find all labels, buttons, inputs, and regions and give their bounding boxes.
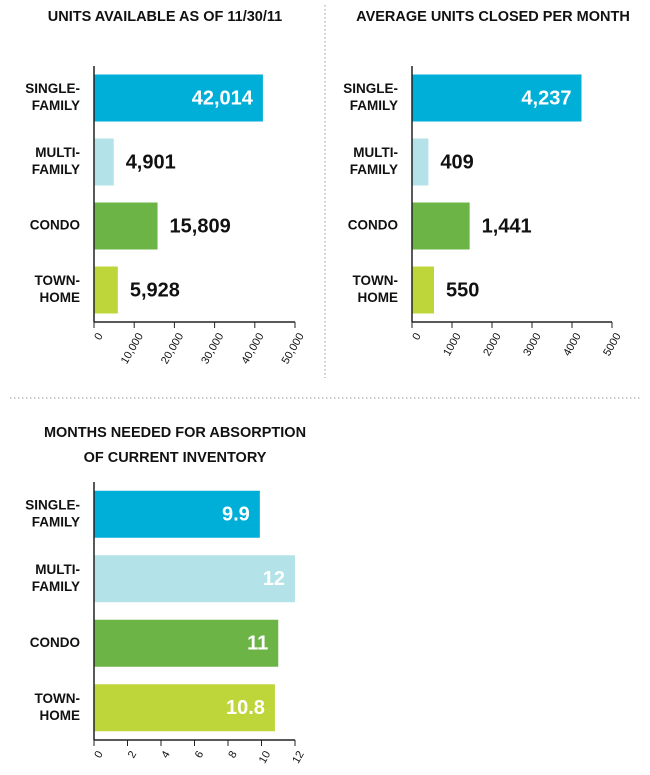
bar [94,555,295,603]
bar [412,138,429,186]
category-label: MULTI- [35,562,80,577]
x-tick-label: 20,000 [159,331,186,366]
x-tick-label: 30,000 [199,331,226,366]
category-label: TOWN- [35,691,81,706]
category-label: FAMILY [350,98,398,113]
value-label: 409 [440,151,473,173]
value-label: 12 [263,568,285,590]
x-tick-label: 2000 [481,331,504,358]
bar [94,202,158,250]
x-tick-label: 4 [159,749,172,760]
x-tick-label: 1000 [441,331,464,358]
bar [94,490,260,538]
bar [94,74,263,122]
chart-title: AVERAGE UNITS CLOSED PER MONTH [356,9,630,25]
category-label: FAMILY [350,162,398,177]
category-label: FAMILY [32,98,80,113]
x-tick-label: 3000 [521,331,544,358]
x-tick-label: 0 [410,331,423,342]
x-tick-label: 10 [257,749,274,766]
category-label: SINGLE- [343,81,398,96]
value-label: 5,928 [130,279,180,301]
x-tick-label: 40,000 [239,331,266,366]
chart-title: MONTHS NEEDED FOR ABSORPTION [44,425,306,441]
value-label: 9.9 [222,504,250,526]
chart-title: UNITS AVAILABLE AS OF 11/30/11 [48,9,282,25]
value-label: 11 [247,633,268,655]
bar [412,266,434,314]
value-label: 550 [446,279,479,301]
x-tick-label: 0 [92,749,105,760]
category-label: TOWN- [35,273,81,288]
x-tick-label: 5000 [601,331,624,358]
x-tick-label: 50,000 [280,331,307,366]
value-label: 42,014 [192,87,254,109]
x-tick-label: 8 [226,749,239,760]
x-tick-label: 10,000 [119,331,146,366]
category-label: CONDO [30,218,80,233]
value-label: 4,237 [521,87,571,109]
bar [412,202,470,250]
x-tick-label: 4000 [561,331,584,358]
value-label: 1,441 [482,215,532,237]
category-label: HOME [358,290,399,305]
bar [412,74,582,122]
category-label: FAMILY [32,162,80,177]
category-label: FAMILY [32,514,80,529]
category-label: HOME [40,708,81,723]
x-tick-label: 2 [126,749,139,760]
x-tick-label: 0 [92,331,105,342]
category-label: MULTI- [353,145,398,160]
value-label: 10.8 [226,697,265,719]
category-label: FAMILY [32,579,80,594]
bar [94,138,114,186]
category-label: CONDO [30,635,80,650]
bar [94,684,275,732]
category-label: SINGLE- [25,497,80,512]
value-label: 4,901 [126,151,176,173]
category-label: HOME [40,290,81,305]
x-tick-label: 12 [290,749,307,766]
category-label: MULTI- [35,145,80,160]
category-label: TOWN- [353,273,399,288]
bar [94,266,118,314]
bar [94,619,279,667]
value-label: 15,809 [170,215,231,237]
category-label: SINGLE- [25,81,80,96]
chart-title: OF CURRENT INVENTORY [84,450,267,466]
category-label: CONDO [348,218,398,233]
x-tick-label: 6 [193,749,206,760]
